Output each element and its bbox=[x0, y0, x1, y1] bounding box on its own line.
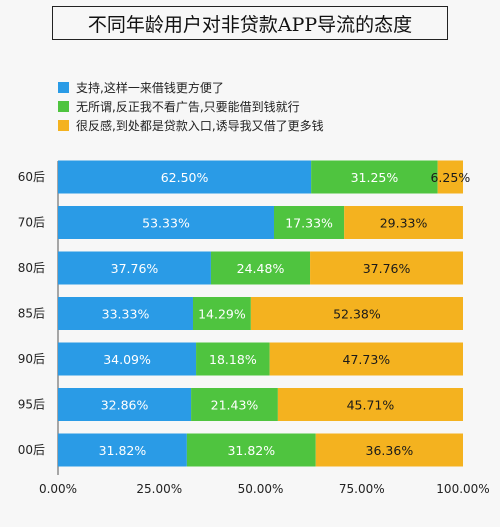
bar-segment bbox=[196, 342, 270, 376]
data-label: 47.73% bbox=[343, 352, 391, 367]
category-label: 70后 bbox=[18, 216, 45, 230]
category-label: 80后 bbox=[18, 261, 45, 275]
bar-segment bbox=[58, 297, 193, 330]
data-label: 34.09% bbox=[103, 352, 151, 367]
category-label: 95后 bbox=[18, 398, 45, 412]
data-label: 24.48% bbox=[237, 261, 285, 276]
category-label: 90后 bbox=[18, 352, 45, 366]
legend-label: 无所谓,反正我不看广告,只要能借到钱就行 bbox=[76, 99, 300, 114]
data-label: 62.50% bbox=[161, 170, 209, 185]
data-label: 52.38% bbox=[333, 307, 381, 322]
category-label: 60后 bbox=[18, 170, 45, 184]
bar-segment bbox=[273, 206, 345, 239]
legend-label: 支持,这样一来借钱更方便了 bbox=[76, 80, 224, 95]
bar-segment bbox=[58, 160, 312, 194]
category-label: 85后 bbox=[18, 307, 45, 321]
data-label: 17.33% bbox=[285, 216, 333, 231]
legend-swatch bbox=[58, 120, 69, 131]
bar-segment bbox=[269, 342, 463, 376]
bar-segment bbox=[437, 160, 463, 194]
data-label: 6.25% bbox=[430, 170, 470, 185]
bar-segment bbox=[58, 342, 197, 376]
bar-segment bbox=[58, 433, 187, 467]
data-label: 37.76% bbox=[363, 261, 411, 276]
legend-swatch bbox=[58, 101, 69, 112]
data-label: 37.76% bbox=[111, 261, 159, 276]
data-label: 32.86% bbox=[101, 398, 149, 413]
data-label: 53.33% bbox=[142, 216, 190, 231]
data-label: 36.36% bbox=[366, 443, 414, 458]
data-label: 31.82% bbox=[227, 443, 275, 458]
data-label: 18.18% bbox=[209, 352, 257, 367]
category-label: 00后 bbox=[18, 443, 45, 457]
legend-label: 很反感,到处都是贷款入口,诱导我又借了更多钱 bbox=[76, 118, 324, 133]
bar-segment bbox=[186, 433, 316, 467]
data-label: 21.43% bbox=[211, 398, 259, 413]
bar-segment bbox=[58, 388, 192, 421]
x-tick-label: 25.00% bbox=[136, 482, 182, 496]
bar-segment bbox=[311, 160, 438, 194]
chart-title: 不同年龄用户对非贷款APP导流的态度 bbox=[52, 6, 448, 40]
bar-segment bbox=[310, 251, 463, 285]
x-tick-label: 75.00% bbox=[339, 482, 385, 496]
bar-segment bbox=[58, 206, 274, 239]
bar-segment bbox=[191, 388, 278, 421]
legend-swatch bbox=[58, 82, 69, 93]
data-label: 14.29% bbox=[198, 307, 246, 322]
bar-segment bbox=[210, 251, 311, 285]
data-label: 45.71% bbox=[347, 398, 395, 413]
bar-segment bbox=[344, 206, 463, 239]
data-label: 31.25% bbox=[351, 170, 399, 185]
x-tick-label: 50.00% bbox=[238, 482, 284, 496]
bar-segment bbox=[277, 388, 463, 421]
data-label: 31.82% bbox=[99, 443, 147, 458]
bar-segment bbox=[58, 251, 211, 285]
bar-segment bbox=[250, 297, 463, 330]
bar-segment bbox=[192, 297, 251, 330]
data-label: 33.33% bbox=[102, 307, 150, 322]
bar-segment bbox=[315, 433, 463, 467]
x-tick-label: 100.00% bbox=[436, 482, 489, 496]
x-tick-label: 0.00% bbox=[39, 482, 77, 496]
data-label: 29.33% bbox=[380, 216, 428, 231]
